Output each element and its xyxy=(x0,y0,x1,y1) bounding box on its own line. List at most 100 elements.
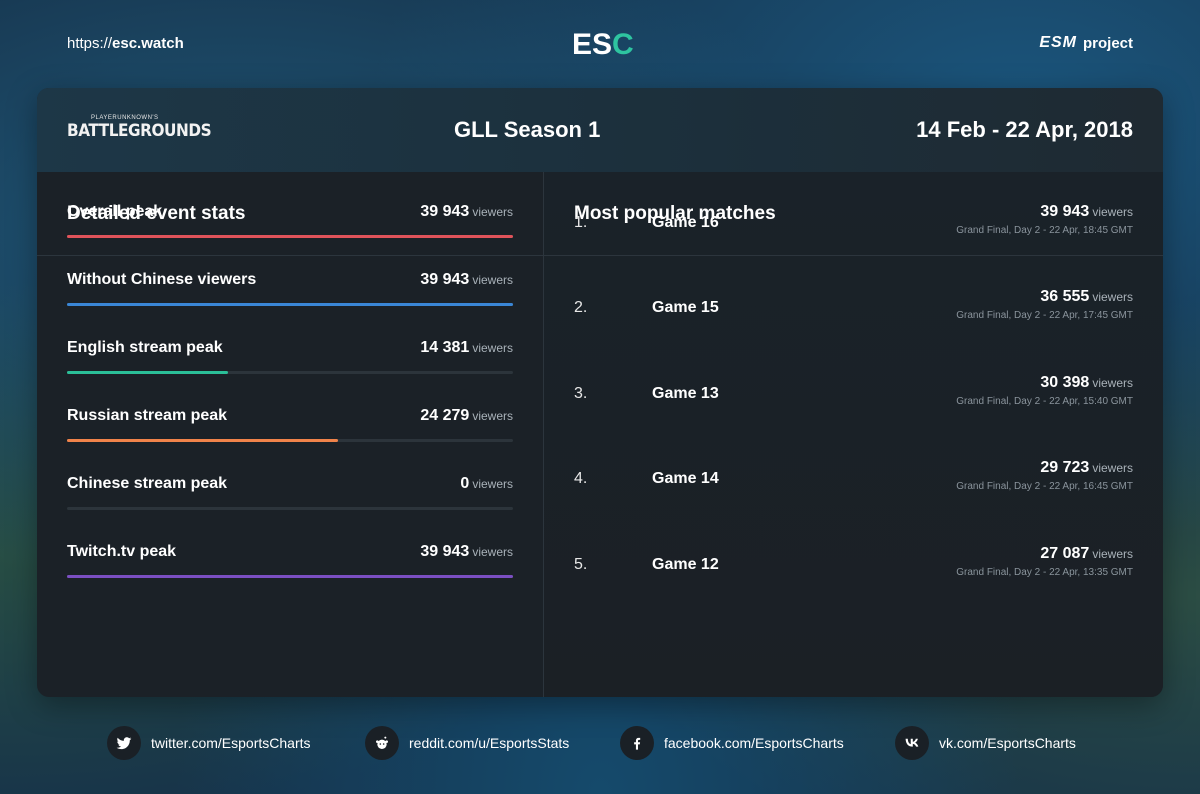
match-name: Game 12 xyxy=(652,556,719,573)
stat-number: 24 279 xyxy=(420,407,470,424)
match-viewers: 39 943 viewers xyxy=(1040,203,1133,221)
footer-social-links: twitter.com/EsportsCharts reddit.com/u/Es… xyxy=(0,726,1200,766)
stat-bar-fill xyxy=(67,575,513,578)
match-viewers-unit: viewers xyxy=(1092,547,1133,561)
stat-unit: viewers xyxy=(472,409,513,423)
match-viewers-unit: viewers xyxy=(1092,290,1133,304)
esc-logo-text: ES xyxy=(572,28,613,61)
match-info: Grand Final, Day 2 - 22 Apr, 17:45 GMT xyxy=(956,310,1133,321)
match-info: Grand Final, Day 2 - 22 Apr, 15:40 GMT xyxy=(956,396,1133,407)
stat-row: Chinese stream peak 0 viewers xyxy=(67,475,513,515)
top-bar: https://esc.watch ESC ESM project xyxy=(0,0,1200,88)
social-link-text: reddit.com/u/EsportsStats xyxy=(409,735,570,751)
stat-value: 0 viewers xyxy=(460,475,513,493)
stat-row: Without Chinese viewers 39 943 viewers xyxy=(67,271,513,311)
social-link-twitter[interactable]: twitter.com/EsportsCharts xyxy=(107,726,311,760)
stat-unit: viewers xyxy=(472,341,513,355)
event-dates: 14 Feb - 22 Apr, 2018 xyxy=(916,117,1133,142)
stat-bar-fill xyxy=(67,235,513,238)
stat-label: Chinese stream peak xyxy=(67,475,228,492)
stat-bar-track xyxy=(67,439,513,442)
stat-bar-track xyxy=(67,303,513,306)
match-viewers-unit: viewers xyxy=(1092,205,1133,219)
site-url-prefix: https:// xyxy=(67,35,113,52)
site-url-link[interactable]: https://esc.watch xyxy=(67,35,184,52)
event-stats-title: Detailed event stats xyxy=(67,203,246,224)
esc-logo[interactable]: ESC xyxy=(572,28,634,62)
stat-value: 39 943 viewers xyxy=(420,271,513,289)
stat-unit: viewers xyxy=(472,477,513,491)
stat-row: Overall peak 39 943 viewers xyxy=(67,203,513,243)
esm-project-label: project xyxy=(1082,34,1133,52)
reddit-icon xyxy=(365,726,399,760)
esm-project-link[interactable]: ESM project xyxy=(1039,34,1133,52)
match-row[interactable]: 1. Game 16 39 943 viewers Grand Final, Day 2… xyxy=(574,203,1133,253)
match-row[interactable]: 3. Game 13 30 398 viewers Grand Final, Day 2… xyxy=(574,374,1133,424)
match-rank: 3. xyxy=(574,385,588,402)
esm-logo: ESM xyxy=(1039,34,1077,51)
match-viewers-number: 36 555 xyxy=(1040,288,1090,305)
match-viewers-unit: viewers xyxy=(1092,376,1133,390)
stat-label: Twitch.tv peak xyxy=(67,543,177,560)
divider xyxy=(37,255,543,256)
social-link-facebook[interactable]: facebook.com/EsportsCharts xyxy=(620,726,844,760)
match-viewers: 29 723 viewers xyxy=(1040,459,1133,477)
stat-bar-fill xyxy=(67,439,339,442)
match-rank: 4. xyxy=(574,470,588,487)
stat-number: 14 381 xyxy=(420,339,470,356)
stat-row: Russian stream peak 24 279 viewers xyxy=(67,407,513,447)
match-name: Game 16 xyxy=(652,214,719,231)
match-name: Game 15 xyxy=(652,299,719,316)
stat-value: 14 381 viewers xyxy=(420,339,513,357)
social-link-text: facebook.com/EsportsCharts xyxy=(664,735,844,751)
stat-bar-track xyxy=(67,371,513,374)
social-link-reddit[interactable]: reddit.com/u/EsportsStats xyxy=(365,726,569,760)
column-divider xyxy=(543,172,544,697)
match-info: Grand Final, Day 2 - 22 Apr, 16:45 GMT xyxy=(956,481,1133,492)
game-logo-subtitle: PLAYERUNKNOWN'S xyxy=(91,115,159,121)
event-name: GLL Season 1 xyxy=(454,117,601,142)
match-viewers: 30 398 viewers xyxy=(1040,374,1133,392)
social-link-text: twitter.com/EsportsCharts xyxy=(151,735,311,751)
social-link-text: vk.com/EsportsCharts xyxy=(939,735,1076,751)
match-viewers-unit: viewers xyxy=(1092,461,1133,475)
match-viewers-number: 27 087 xyxy=(1040,545,1090,562)
stat-bar-track xyxy=(67,575,513,578)
stat-number: 39 943 xyxy=(420,203,470,220)
game-logo: PLAYERUNKNOWN'S BATTLEGROUNDS xyxy=(67,115,212,141)
card-header: PLAYERUNKNOWN'S BATTLEGROUNDS GLL Season… xyxy=(37,88,1163,172)
stat-unit: viewers xyxy=(472,545,513,559)
match-info: Grand Final, Day 2 - 22 Apr, 18:45 GMT xyxy=(956,225,1133,236)
match-row[interactable]: 2. Game 15 36 555 viewers Grand Final, Day 2… xyxy=(574,288,1133,338)
match-viewers: 27 087 viewers xyxy=(1040,545,1133,563)
stat-value: 39 943 viewers xyxy=(420,543,513,561)
stat-number: 39 943 xyxy=(420,271,470,288)
match-name: Game 14 xyxy=(652,470,719,487)
stat-label: Without Chinese viewers xyxy=(67,271,257,288)
match-viewers: 36 555 viewers xyxy=(1040,288,1133,306)
stat-row: English stream peak 14 381 viewers xyxy=(67,339,513,379)
stat-bar-track xyxy=(67,235,513,238)
stat-label: Russian stream peak xyxy=(67,407,228,424)
stat-number: 39 943 xyxy=(420,543,470,560)
match-name: Game 13 xyxy=(652,385,719,402)
match-viewers-number: 39 943 xyxy=(1040,203,1090,220)
match-row[interactable]: 5. Game 12 27 087 viewers Grand Final, Day 2… xyxy=(574,545,1133,595)
social-link-vk[interactable]: vk.com/EsportsCharts xyxy=(895,726,1076,760)
site-url-domain: esc.watch xyxy=(112,35,184,52)
stat-unit: viewers xyxy=(472,205,513,219)
stat-unit: viewers xyxy=(472,273,513,287)
popular-matches-panel: Most popular matches 1. Game 16 39 943 view… xyxy=(544,172,1163,697)
stat-label: Overall peak xyxy=(67,203,163,220)
stat-bar-fill xyxy=(67,303,513,306)
vk-icon xyxy=(895,726,929,760)
stats-card: PLAYERUNKNOWN'S BATTLEGROUNDS GLL Season… xyxy=(37,88,1163,697)
twitter-icon xyxy=(107,726,141,760)
match-rank: 2. xyxy=(574,299,588,316)
stat-bar-track xyxy=(67,507,513,510)
stat-value: 24 279 viewers xyxy=(420,407,513,425)
esc-logo-accent: C xyxy=(612,28,634,61)
match-viewers-number: 30 398 xyxy=(1040,374,1090,391)
match-row[interactable]: 4. Game 14 29 723 viewers Grand Final, Day 2… xyxy=(574,459,1133,509)
match-rank: 5. xyxy=(574,556,588,573)
